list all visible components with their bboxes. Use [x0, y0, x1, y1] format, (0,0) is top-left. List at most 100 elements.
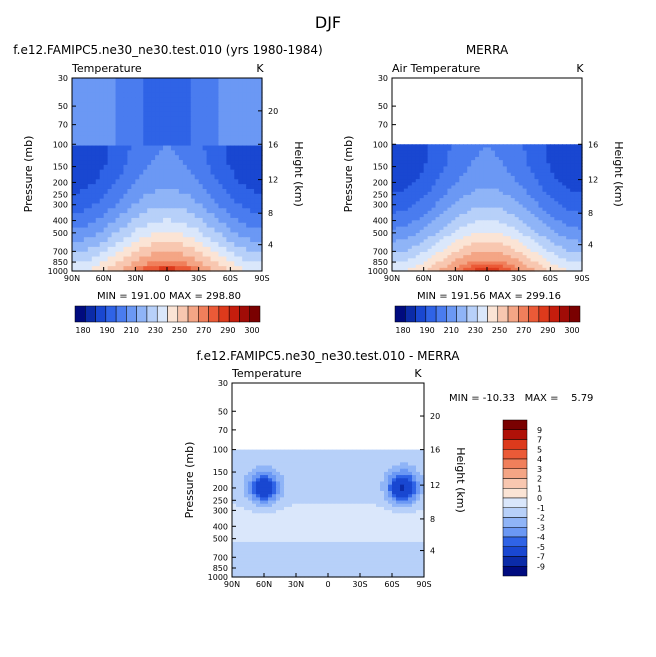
heatmap-cell	[411, 169, 417, 174]
heatmap-cell	[284, 481, 289, 486]
heatmap-cell	[411, 198, 417, 202]
heatmap-cell	[236, 481, 241, 486]
heatmap-cell	[415, 229, 421, 234]
heatmap-cell	[304, 500, 309, 505]
colorbar-label: 270	[196, 326, 211, 335]
heatmap-cell	[87, 193, 93, 200]
heatmap-cell	[139, 131, 144, 137]
heatmap-cell	[155, 179, 160, 185]
heatmap-cell	[258, 87, 263, 94]
heatmap-cell	[534, 147, 540, 152]
heatmap-cell	[411, 175, 417, 180]
heatmap-cell	[487, 261, 492, 266]
heatmap-cell	[99, 82, 105, 89]
heatmap-cell	[218, 193, 224, 200]
heatmap-cell	[123, 131, 129, 137]
heatmap-cell	[198, 261, 204, 267]
heatmap-cell	[222, 227, 227, 233]
heatmap-cell	[510, 172, 516, 177]
heatmap-cell	[238, 78, 243, 84]
heatmap-cell	[364, 487, 369, 492]
heatmap-cell	[439, 207, 445, 212]
heatmap-cell	[506, 229, 512, 234]
heatmap-cell	[240, 484, 245, 489]
heatmap-cell	[236, 500, 241, 505]
heatmap-cell	[167, 155, 172, 161]
heatmap-cell	[431, 226, 437, 231]
heatmap-cell	[388, 494, 393, 498]
heatmap-cell	[514, 264, 520, 269]
heatmap-cell	[479, 258, 484, 263]
heatmap-cell	[186, 246, 192, 253]
heatmap-cell	[403, 226, 409, 231]
heatmap-cell	[404, 500, 409, 505]
heatmap-cell	[423, 182, 429, 187]
heatmap-cell	[364, 494, 369, 498]
heatmap-cell	[415, 261, 421, 266]
heatmap-cell	[510, 255, 516, 259]
heatmap-cell	[471, 207, 476, 212]
heatmap-cell	[190, 92, 196, 98]
heatmap-cell	[87, 135, 93, 142]
heatmap-cell	[151, 174, 156, 180]
heatmap-cell	[127, 150, 132, 156]
heatmap-cell	[483, 201, 488, 206]
heatmap-cell	[328, 449, 333, 454]
heatmap-cell	[103, 174, 109, 180]
heatmap-cell	[506, 166, 512, 171]
heatmap-cell	[455, 226, 460, 231]
heatmap-cell	[443, 245, 449, 250]
heatmap-cell	[455, 261, 460, 266]
heatmap-cell	[246, 188, 251, 195]
heatmap-cell	[151, 116, 156, 123]
heatmap-cell	[475, 188, 480, 193]
heatmap-cell	[562, 201, 567, 206]
heatmap-cell	[186, 217, 192, 224]
heatmap-cell	[419, 255, 425, 259]
heatmap-cell	[435, 150, 441, 155]
heatmap-cell	[131, 106, 136, 113]
heatmap-cell	[316, 462, 321, 467]
heatmap-cell	[268, 487, 273, 492]
heatmap-cell	[439, 156, 445, 161]
heatmap-cell	[348, 503, 353, 508]
heatmap-cell	[123, 121, 129, 127]
heatmap-cell	[143, 102, 148, 108]
heatmap-cell	[83, 217, 89, 224]
colorbar-label: 250	[492, 326, 507, 335]
heatmap-cell	[167, 227, 172, 233]
heatmap-cell	[234, 116, 239, 123]
heatmap-cell	[300, 449, 305, 454]
heatmap-cell	[139, 232, 144, 238]
heatmap-cell	[384, 491, 389, 495]
heatmap-cell	[554, 144, 559, 149]
heatmap-cell	[502, 239, 508, 244]
heatmap-cell	[558, 182, 563, 187]
heatmap-cell	[198, 193, 204, 200]
heatmap-cell	[522, 172, 528, 177]
heatmap-cell	[396, 497, 401, 502]
heatmap-cell	[534, 251, 540, 256]
heatmap-cell	[332, 487, 337, 492]
heatmap-cell	[222, 179, 227, 185]
heatmap-cell	[407, 248, 413, 253]
heatmap-cell	[498, 175, 504, 180]
heatmap-cell	[399, 185, 405, 190]
heatmap-cell	[240, 471, 245, 476]
heatmap-cell	[538, 153, 544, 158]
heatmap-cell	[107, 169, 113, 176]
heatmap-cell	[578, 217, 583, 221]
heatmap-cell	[566, 232, 571, 237]
heatmap-cell	[258, 155, 263, 161]
heatmap-cell	[332, 497, 337, 502]
heatmap-cell	[479, 242, 484, 247]
heatmap-cell	[550, 144, 555, 149]
heatmap-cell	[459, 185, 464, 190]
heatmap-cell	[459, 248, 464, 253]
heatmap-cell	[415, 191, 421, 196]
heatmap-cell	[75, 179, 81, 185]
heatmap-cell	[487, 156, 492, 161]
heatmap-cell	[419, 264, 425, 269]
heatmap-cell	[131, 145, 136, 151]
heatmap-cell	[416, 465, 421, 470]
